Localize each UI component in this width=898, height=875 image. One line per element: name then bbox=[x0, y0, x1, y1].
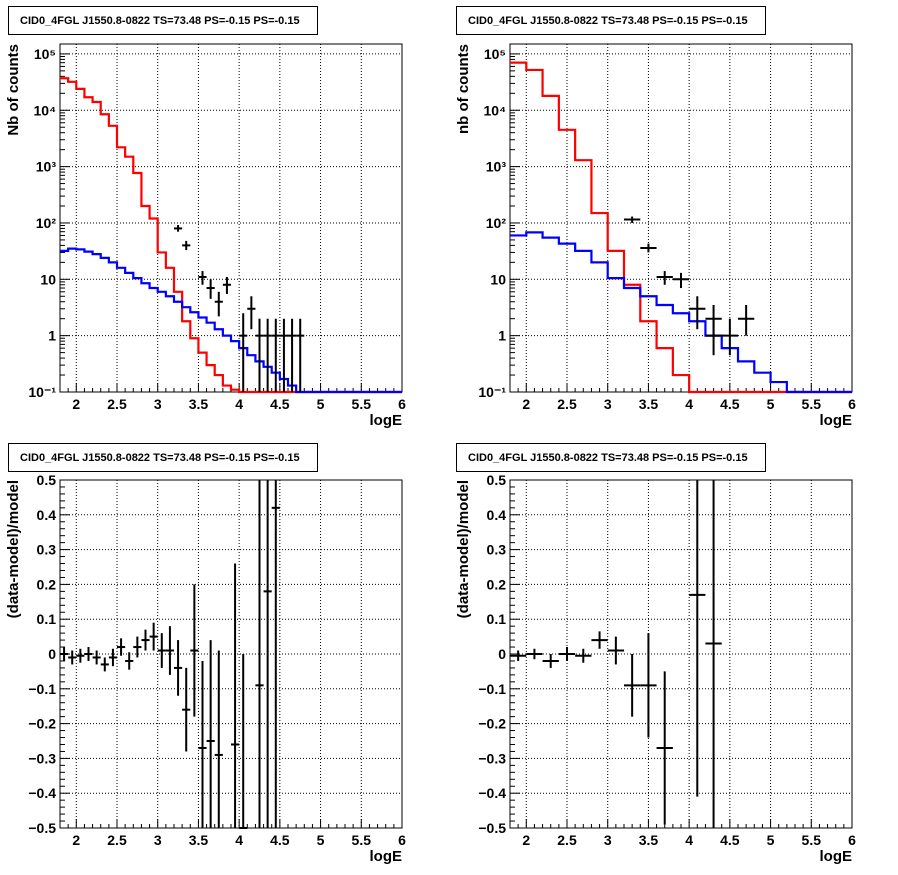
y-tick-label: 10³ bbox=[36, 159, 57, 175]
y-tick-label: 0.5 bbox=[487, 472, 507, 488]
y-tick-label: 0.1 bbox=[487, 611, 507, 627]
y-axis-label: Nb of counts bbox=[5, 44, 22, 136]
y-tick-label: 1 bbox=[48, 328, 56, 344]
histogram-series-model-component bbox=[60, 247, 402, 394]
histogram-series-model-component bbox=[510, 231, 852, 394]
x-tick-label: 4 bbox=[235, 832, 243, 848]
chart-title: CID0_4FGL J1550.8-0822 TS=73.48 PS=-0.15… bbox=[468, 452, 748, 464]
y-tick-label: −0.4 bbox=[478, 785, 506, 801]
y-axis-label: nb of counts bbox=[455, 44, 472, 134]
x-tick-label: 4.5 bbox=[720, 832, 740, 848]
x-tick-label: 5.5 bbox=[352, 832, 372, 848]
x-tick-label: 2 bbox=[72, 396, 80, 412]
y-tick-label: 1 bbox=[498, 328, 506, 344]
y-tick-label: −0.3 bbox=[478, 750, 506, 766]
chart-panel-1: CID0_4FGL J1550.8-0822 TS=73.48 PS=-0.15… bbox=[5, 6, 406, 429]
y-tick-label: 10⁴ bbox=[484, 102, 507, 118]
x-tick-label: 4.5 bbox=[270, 832, 290, 848]
x-tick-label: 4 bbox=[685, 396, 693, 412]
chart-title: CID0_4FGL J1550.8-0822 TS=73.48 PS=-0.15… bbox=[20, 452, 300, 464]
y-tick-label: −0.2 bbox=[28, 716, 56, 732]
title-box bbox=[8, 443, 318, 472]
y-tick-label: 10⁴ bbox=[34, 102, 57, 118]
x-tick-label: 2.5 bbox=[557, 396, 577, 412]
y-tick-label: −0.2 bbox=[478, 716, 506, 732]
x-tick-label: 5.5 bbox=[802, 832, 822, 848]
y-tick-label: −0.4 bbox=[28, 785, 56, 801]
x-tick-label: 6 bbox=[398, 396, 406, 412]
y-tick-label: 10 bbox=[490, 271, 506, 287]
y-tick-label: −0.1 bbox=[28, 681, 56, 697]
x-tick-label: 2 bbox=[522, 396, 530, 412]
x-tick-label: 5 bbox=[317, 832, 325, 848]
y-tick-label: 10⁻¹ bbox=[478, 384, 506, 400]
x-tick-label: 4 bbox=[235, 396, 243, 412]
y-tick-label: 10 bbox=[40, 271, 56, 287]
x-tick-label: 2.5 bbox=[107, 396, 127, 412]
x-tick-label: 6 bbox=[848, 832, 856, 848]
x-axis-label: logE bbox=[370, 848, 403, 865]
chart-panel-2: CID0_4FGL J1550.8-0822 TS=73.48 PS=-0.15… bbox=[455, 6, 856, 429]
x-tick-label: 3 bbox=[604, 832, 612, 848]
x-tick-label: 4 bbox=[685, 832, 693, 848]
chart-panel-3: CID0_4FGL J1550.8-0822 TS=73.48 PS=-0.15… bbox=[5, 443, 406, 865]
x-tick-label: 2 bbox=[522, 832, 530, 848]
title-box bbox=[8, 6, 318, 35]
x-tick-label: 5.5 bbox=[802, 396, 822, 412]
y-tick-label: 10³ bbox=[486, 159, 507, 175]
x-tick-label: 5 bbox=[767, 832, 775, 848]
histogram-series-model-total bbox=[60, 77, 402, 394]
chart-panel-4: CID0_4FGL J1550.8-0822 TS=73.48 PS=-0.15… bbox=[455, 443, 856, 865]
x-tick-label: 3 bbox=[154, 396, 162, 412]
y-tick-label: 0.4 bbox=[487, 507, 507, 523]
y-axis-label: (data-model)/model bbox=[5, 480, 22, 618]
x-tick-label: 2 bbox=[72, 832, 80, 848]
y-tick-label: −0.5 bbox=[28, 820, 56, 836]
chart-title: CID0_4FGL J1550.8-0822 TS=73.48 PS=-0.15… bbox=[20, 15, 300, 27]
x-tick-label: 3.5 bbox=[189, 832, 209, 848]
chart-title: CID0_4FGL J1550.8-0822 TS=73.48 PS=-0.15… bbox=[468, 15, 748, 27]
x-tick-label: 2.5 bbox=[557, 832, 577, 848]
y-tick-label: 0.5 bbox=[37, 472, 57, 488]
x-axis-label: logE bbox=[370, 412, 403, 429]
x-tick-label: 3.5 bbox=[639, 396, 659, 412]
title-box bbox=[456, 443, 766, 472]
x-tick-label: 4.5 bbox=[270, 396, 290, 412]
y-tick-label: 0.2 bbox=[37, 576, 57, 592]
y-tick-label: 10² bbox=[36, 215, 57, 231]
histogram-series-model-total bbox=[510, 61, 852, 394]
x-axis-label: logE bbox=[820, 848, 853, 865]
y-tick-label: 0.3 bbox=[487, 542, 507, 558]
y-tick-label: −0.3 bbox=[28, 750, 56, 766]
x-tick-label: 3.5 bbox=[189, 396, 209, 412]
y-tick-label: −0.1 bbox=[478, 681, 506, 697]
y-tick-label: 0.2 bbox=[487, 576, 507, 592]
x-tick-label: 2.5 bbox=[107, 832, 127, 848]
x-tick-label: 4.5 bbox=[720, 396, 740, 412]
x-tick-label: 3.5 bbox=[639, 832, 659, 848]
title-box bbox=[456, 6, 766, 35]
x-tick-label: 5 bbox=[317, 396, 325, 412]
y-tick-label: 10⁻¹ bbox=[28, 384, 56, 400]
y-tick-label: 0.4 bbox=[37, 507, 57, 523]
y-tick-label: −0.5 bbox=[478, 820, 506, 836]
x-tick-label: 5 bbox=[767, 396, 775, 412]
x-tick-label: 6 bbox=[398, 832, 406, 848]
x-tick-label: 6 bbox=[848, 396, 856, 412]
x-tick-label: 5.5 bbox=[352, 396, 372, 412]
y-tick-label: 0.3 bbox=[37, 542, 57, 558]
y-tick-label: 0 bbox=[48, 646, 56, 662]
y-tick-label: 10⁵ bbox=[484, 46, 506, 62]
plot-frame bbox=[509, 43, 853, 393]
x-axis-label: logE bbox=[820, 412, 853, 429]
y-axis-label: (data-model)/model bbox=[455, 480, 472, 618]
x-tick-label: 3 bbox=[604, 396, 612, 412]
y-tick-label: 0.1 bbox=[37, 611, 57, 627]
y-tick-label: 0 bbox=[498, 646, 506, 662]
x-tick-label: 3 bbox=[154, 832, 162, 848]
y-tick-label: 10⁵ bbox=[34, 46, 56, 62]
y-tick-label: 10² bbox=[486, 215, 507, 231]
